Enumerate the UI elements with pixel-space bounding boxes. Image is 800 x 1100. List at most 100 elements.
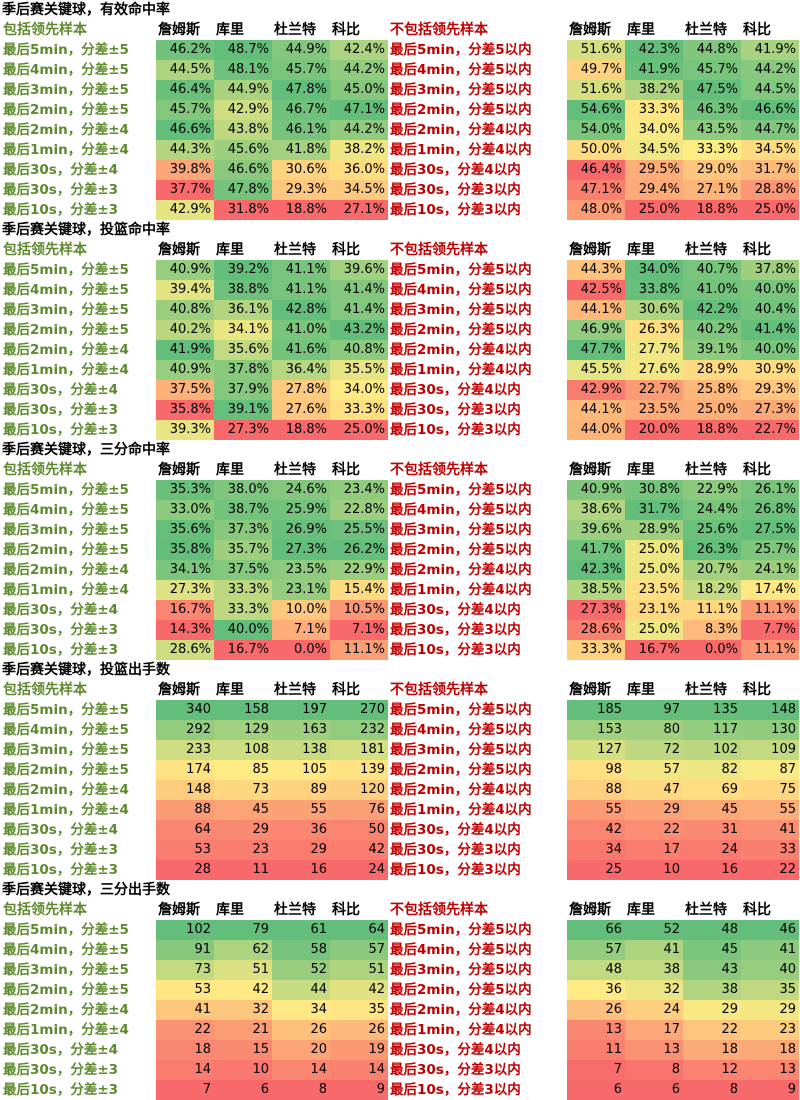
heatmap-cell: 6 <box>567 1080 625 1100</box>
included-row-label: 最后30s，分差±3 <box>3 842 119 858</box>
heatmap-cell: 41.0% <box>272 320 330 340</box>
heatmap-cell: 34.5% <box>625 140 683 160</box>
heatmap-cell: 34.0% <box>330 380 388 400</box>
heatmap-cell: 181 <box>330 740 388 760</box>
excluded-row-label: 最后2min，分差4以内 <box>390 782 532 798</box>
heatmap-cell: 41.6% <box>272 340 330 360</box>
heatmap-cell: 72 <box>625 740 683 760</box>
heatmap-cell: 62 <box>214 940 272 960</box>
included-header: 包括领先样本 <box>3 902 87 918</box>
heatmap-cell: 18.8% <box>272 420 330 440</box>
column-header: 杜兰特 <box>685 462 727 478</box>
included-header: 包括领先样本 <box>3 462 87 478</box>
excluded-row-label: 最后1min，分差4以内 <box>390 142 532 158</box>
heatmap-cell: 135 <box>683 700 741 720</box>
excluded-row-label: 最后2min，分差5以内 <box>390 542 532 558</box>
included-row-label: 最后1min，分差±4 <box>3 802 129 818</box>
heatmap-cell: 61 <box>272 920 330 940</box>
heatmap-cell: 46.3% <box>683 100 741 120</box>
heatmap-cell: 9 <box>741 1080 799 1100</box>
heatmap-cell: 27.7% <box>625 340 683 360</box>
heatmap-cell: 23.1% <box>272 580 330 600</box>
heatmap-cell: 41.9% <box>741 40 799 60</box>
heatmap-cell: 47 <box>625 780 683 800</box>
heatmap-cell: 14.3% <box>156 620 214 640</box>
heatmap-cell: 26.9% <box>272 520 330 540</box>
heatmap-cell: 40.8% <box>330 340 388 360</box>
heatmap-cell: 44.3% <box>156 140 214 160</box>
heatmap-cell: 24.6% <box>272 480 330 500</box>
heatmap-cell: 42 <box>330 980 388 1000</box>
column-header: 科比 <box>743 462 771 478</box>
heatmap-cell: 35.3% <box>156 480 214 500</box>
heatmap-cell: 76 <box>330 800 388 820</box>
heatmap-cell: 16.7% <box>214 640 272 660</box>
heatmap-cell: 45.6% <box>214 140 272 160</box>
heatmap-cell: 48 <box>567 960 625 980</box>
heatmap-cell: 11.1% <box>741 600 799 620</box>
included-row-label: 最后30s，分差±3 <box>3 182 119 198</box>
column-header: 詹姆斯 <box>158 462 200 478</box>
heatmap-cell: 50 <box>330 820 388 840</box>
heatmap-cell: 13 <box>625 1040 683 1060</box>
heatmap-cell: 44.1% <box>567 400 625 420</box>
heatmap-cell: 35.6% <box>156 520 214 540</box>
heatmap-cell: 30.6% <box>625 300 683 320</box>
heatmap-section: 季后赛关键球，有效命中率 包括领先样本 不包括领先样本 詹姆斯 詹姆斯 库里 库里 杜兰特 杜兰… <box>0 0 800 220</box>
column-header: 科比 <box>743 242 771 258</box>
heatmap-cell: 22 <box>156 1020 214 1040</box>
heatmap-cell: 39.3% <box>156 420 214 440</box>
heatmap-cell: 33 <box>741 840 799 860</box>
heatmap-cell: 55 <box>272 800 330 820</box>
heatmap-cell: 39.1% <box>214 400 272 420</box>
heatmap-cell: 25.0% <box>683 400 741 420</box>
heatmap-cell: 45.7% <box>156 100 214 120</box>
heatmap-cell: 38 <box>683 980 741 1000</box>
excluded-row-label: 最后4min，分差5以内 <box>390 502 532 518</box>
heatmap-cell: 27.3% <box>272 540 330 560</box>
excluded-row-label: 最后30s，分差4以内 <box>390 162 521 178</box>
excluded-row-label: 最后10s，分差3以内 <box>390 202 521 218</box>
heatmap-cell: 26 <box>567 1000 625 1020</box>
heatmap-cell: 46.4% <box>156 80 214 100</box>
heatmap-cell: 24.1% <box>741 560 799 580</box>
heatmap-cell: 51 <box>214 960 272 980</box>
section-title: 季后赛关键球，三分命中率 <box>2 442 170 458</box>
included-row-label: 最后30s，分差±3 <box>3 402 119 418</box>
heatmap-cell: 45.7% <box>683 60 741 80</box>
heatmap-cell: 11.1% <box>330 640 388 660</box>
heatmap-cell: 41.0% <box>683 280 741 300</box>
included-row-label: 最后1min，分差±4 <box>3 1022 129 1038</box>
heatmap-cell: 0.0% <box>683 640 741 660</box>
excluded-header: 不包括领先样本 <box>390 22 488 38</box>
column-header: 库里 <box>627 22 655 38</box>
heatmap-cell: 163 <box>272 720 330 740</box>
heatmap-cell: 45 <box>683 940 741 960</box>
heatmap-section: 季后赛关键球，投篮命中率 包括领先样本 不包括领先样本 詹姆斯 詹姆斯 库里 库里 杜兰特 杜兰… <box>0 220 800 440</box>
heatmap-cell: 44.5% <box>156 60 214 80</box>
excluded-row-label: 最后3min，分差5以内 <box>390 522 532 538</box>
heatmap-cell: 42 <box>567 820 625 840</box>
heatmap-cell: 25.8% <box>683 380 741 400</box>
excluded-row-label: 最后30s，分差4以内 <box>390 382 521 398</box>
heatmap-cell: 35.5% <box>330 360 388 380</box>
included-row-label: 最后4min，分差±5 <box>3 282 129 298</box>
heatmap-cell: 18 <box>683 1040 741 1060</box>
heatmap-cell: 40.0% <box>214 620 272 640</box>
included-row-label: 最后3min，分差±5 <box>3 742 129 758</box>
heatmap-cell: 29.0% <box>683 160 741 180</box>
column-header: 库里 <box>216 22 244 38</box>
heatmap-cell: 46.1% <box>272 120 330 140</box>
heatmap-cell: 29 <box>683 1000 741 1020</box>
heatmap-cell: 44.3% <box>567 260 625 280</box>
heatmap-cell: 69 <box>683 780 741 800</box>
heatmap-cell: 17 <box>625 1020 683 1040</box>
included-row-label: 最后10s，分差±3 <box>3 202 119 218</box>
heatmap-cell: 27.3% <box>214 420 272 440</box>
heatmap-cell: 130 <box>741 720 799 740</box>
heatmap-cell: 29 <box>741 1000 799 1020</box>
heatmap-cell: 38.2% <box>625 80 683 100</box>
heatmap-cell: 18.8% <box>683 200 741 220</box>
heatmap-cell: 47.8% <box>272 80 330 100</box>
heatmap-cell: 31.7% <box>625 500 683 520</box>
